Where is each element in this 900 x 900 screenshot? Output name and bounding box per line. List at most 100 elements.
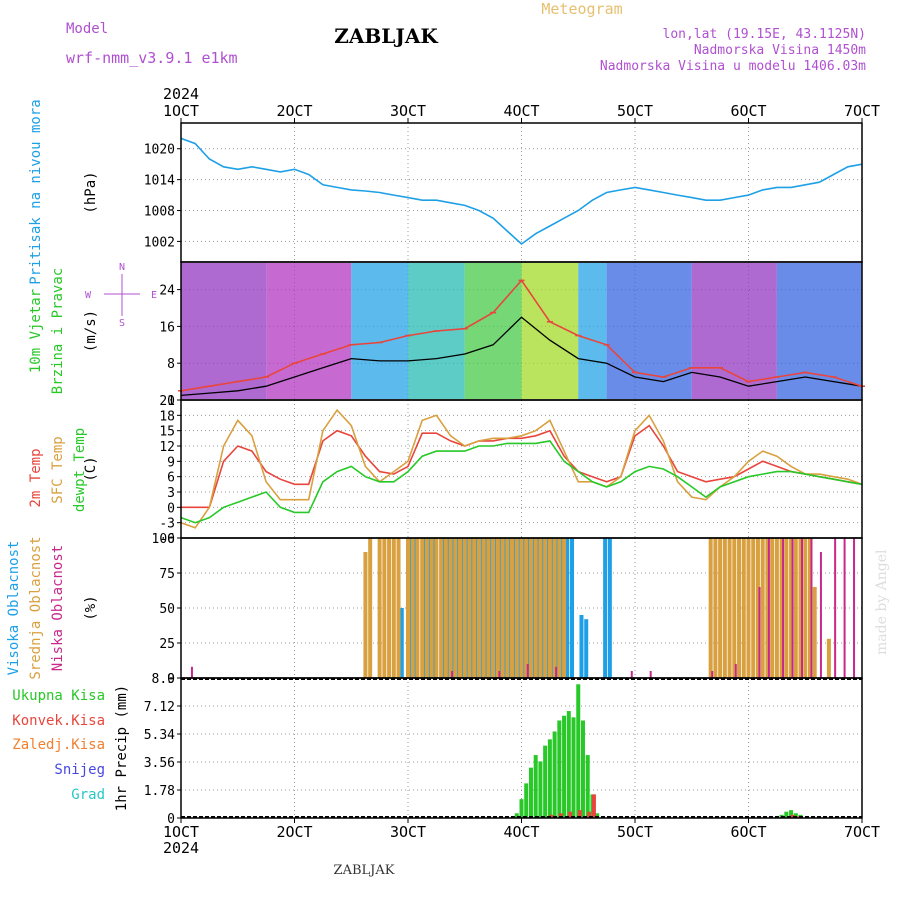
precip-legend-2: Zaledj.Kisa [12,737,105,753]
xtick-top: 2OCT [276,102,312,120]
wind-side-label-1: 10m Vjetar [28,289,44,373]
clouds-bar [399,608,404,678]
clouds-bar [826,638,831,678]
clouds-bar [579,615,584,678]
ytick-label: 1008 [144,205,175,220]
clouds-bar [510,538,515,678]
clouds-bar [810,538,813,678]
xtick-bottom: 5OCT [617,823,653,841]
temp-side-label-2: SFC Temp [50,436,66,503]
cloud-side-label-2: Srednja Oblacnost [28,536,44,679]
clouds-bar [429,538,434,678]
xtick-top: 1OCT [163,102,199,120]
clouds-bar [538,538,543,678]
year-top: 2024 [163,85,199,103]
wind-field-band-4 [464,263,522,399]
clouds-bar [387,538,392,678]
clouds-bar [443,538,448,678]
precip-bar [587,811,592,818]
clouds-bar [543,538,548,678]
clouds-bar [462,538,467,678]
clouds-bar [770,538,775,678]
clouds-bar [472,538,477,678]
clouds-bar [476,538,481,678]
clouds-bar [751,538,756,678]
clouds-bar [630,671,633,678]
clouds-bar [382,538,387,678]
xtick-bottom: 1OCT [163,823,199,841]
ylabel: (%) [83,595,99,620]
lonlat-text: lon,lat (19.15E, 43.1125N) [663,27,867,42]
frame-layer [177,118,863,823]
clouds-bar [779,538,784,678]
clouds-bar [767,538,770,678]
clouds-bar [458,538,463,678]
altitude-text: Nadmorska Visina 1450m [694,43,866,58]
ytick-label: 8 [167,357,175,372]
grid-layer [181,123,862,818]
clouds-bar [853,538,856,678]
clouds-bar [190,666,193,678]
ytick-label: 50 [159,602,175,617]
compass-s: S [119,318,125,329]
xtick-bottom: 3OCT [390,823,426,841]
precip-legend-3: Snijeg [54,762,105,778]
ylabel: (m/s) [83,310,99,352]
clouds-bar [410,538,415,678]
clouds-bar [439,538,444,678]
ytick-label: 24 [159,284,175,299]
wind-field-band-8 [691,263,777,399]
xtick-top: 5OCT [617,102,653,120]
clouds-bar [812,587,817,678]
ylabel: (hPa) [83,171,99,213]
precip-bar [789,810,794,818]
clouds-bar [727,538,732,678]
ytick-label: 16 [159,320,175,335]
clouds-bar [774,538,779,678]
wind-series-line-0 [180,316,863,397]
ytick-label: 3.56 [144,756,175,771]
clouds-bar [803,538,808,678]
clouds-bar [713,538,718,678]
ylabel: 1hr Precip (mm) [114,685,130,811]
clouds-bar [533,538,538,678]
model-name: wrf-nmm_v3.9.1 e1km [66,49,238,67]
clouds-bar [491,538,496,678]
clouds-bar [784,538,789,678]
ytick-label: 8.9 [152,672,175,687]
clouds-bar [500,538,505,678]
clouds-bar [570,538,575,678]
xtick-bottom: 2OCT [276,823,312,841]
station-title: ZABLJAK [334,24,438,48]
precip-bar [571,717,576,818]
precip-bar [576,684,581,818]
clouds-bar [498,671,501,678]
clouds-bar [415,538,420,678]
precip-bar [549,814,554,818]
clouds-bar [760,538,765,678]
cloud-side-label-1: Visoka Oblacnost [6,541,22,676]
clouds-bar [406,538,410,678]
xtick-bottom: 4OCT [503,823,539,841]
precip-bar [795,816,800,818]
clouds-bar [711,671,714,678]
precip-legend-0: Ukupna Kisa [12,688,105,704]
precip-bar [577,810,582,818]
clouds-bar [603,538,608,678]
clouds-bar [368,538,373,678]
clouds-bar [801,538,804,678]
clouds-bar [793,538,798,678]
clouds-bar [722,538,727,678]
clouds-bar [557,538,562,678]
precip-bar [566,711,571,818]
wind-field-band-1 [266,263,352,399]
compass-w: W [85,290,92,301]
footer-station: ZABLJAK [334,863,395,878]
clouds-bar [746,538,751,678]
ylabel: (C) [83,456,99,481]
wind-field-band-0 [181,263,267,399]
xtick-top: 6OCT [730,102,766,120]
xtick-bottom: 6OCT [730,823,766,841]
precip-bar [591,794,596,818]
